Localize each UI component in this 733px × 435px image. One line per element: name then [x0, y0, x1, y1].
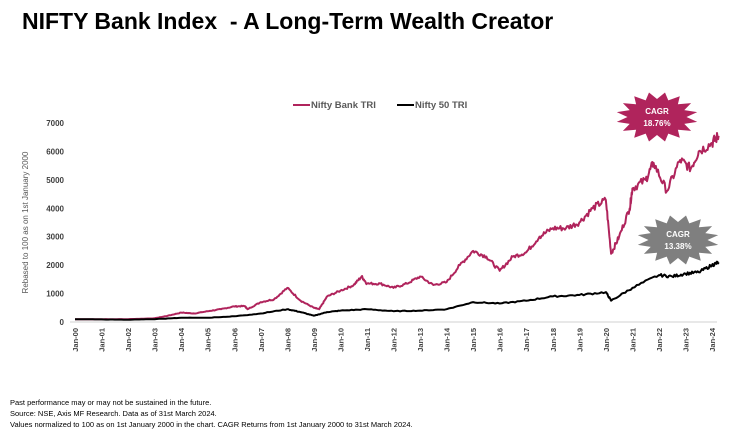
footnote: Past performance may or may not be susta…: [10, 398, 212, 407]
x-tick-label: Jan-23: [681, 328, 690, 352]
y-tick-label: 7000: [46, 119, 64, 128]
x-tick-label: Jan-17: [522, 328, 531, 352]
y-tick-label: 1000: [46, 290, 64, 299]
line-chart: 0 1000 2000 3000 4000 5000 6000 7000 Jan-00 Jan-0…: [21, 92, 720, 352]
x-tick-label: Jan-11: [363, 328, 372, 351]
x-tick-label: Jan-01: [98, 328, 107, 352]
x-tick-label: Jan-21: [628, 328, 637, 352]
x-tick-label: Jan-15: [469, 328, 478, 352]
cagr-label: CAGR: [645, 107, 669, 116]
cagr-value: 13.38%: [664, 242, 691, 251]
footnote: Values normalized to 100 as on 1st Janua…: [10, 420, 413, 429]
page-title: NIFTY Bank Index - A Long-Term Wealth Cr…: [22, 8, 554, 34]
x-tick-label: Jan-07: [257, 328, 266, 352]
x-tick-label: Jan-05: [204, 328, 213, 352]
y-tick-label: 2000: [46, 261, 64, 270]
x-tick-label: Jan-03: [151, 328, 160, 352]
y-tick-label: 5000: [46, 176, 64, 185]
cagr-label: CAGR: [666, 230, 690, 239]
x-tick-label: Jan-22: [655, 328, 664, 352]
y-axis-label: Rebased to 100 as on 1st January 2000: [21, 151, 30, 293]
footnotes: Past performance may or may not be susta…: [10, 397, 413, 430]
x-tick-label: Jan-04: [177, 327, 186, 352]
x-tick-label: Jan-09: [310, 328, 319, 352]
cagr-starburst: [616, 92, 698, 142]
y-tick-label: 0: [60, 318, 65, 327]
x-tick-label: Jan-08: [283, 328, 292, 352]
cagr-value: 18.76%: [643, 119, 670, 128]
x-tick-label: Jan-20: [602, 328, 611, 352]
x-tick-label: Jan-13: [416, 328, 425, 352]
x-tick-label: Jan-10: [336, 328, 345, 352]
x-tick-label: Jan-16: [496, 328, 505, 352]
series-line-nifty-bank-tri: [75, 132, 720, 321]
x-tick-label: Jan-14: [443, 327, 452, 352]
x-tick-label: Jan-02: [124, 328, 133, 352]
legend-label: Nifty 50 TRI: [415, 100, 467, 111]
cagr-starburst: [637, 215, 719, 265]
x-tick-label: Jan-12: [390, 328, 399, 352]
x-tick-label: Jan-18: [549, 328, 558, 352]
y-tick-label: 3000: [46, 233, 64, 242]
x-tick-label: Jan-00: [71, 328, 80, 352]
x-tick-label: Jan-06: [230, 328, 239, 352]
y-tick-label: 4000: [46, 204, 64, 213]
footnote: Source: NSE, Axis MF Research. Data as o…: [10, 409, 217, 418]
legend-label: Nifty Bank TRI: [311, 100, 376, 111]
x-tick-label: Jan-19: [575, 328, 584, 352]
x-tick-label: Jan-24: [708, 327, 717, 352]
y-tick-label: 6000: [46, 147, 64, 156]
series-line-nifty-50-tri: [75, 260, 720, 321]
